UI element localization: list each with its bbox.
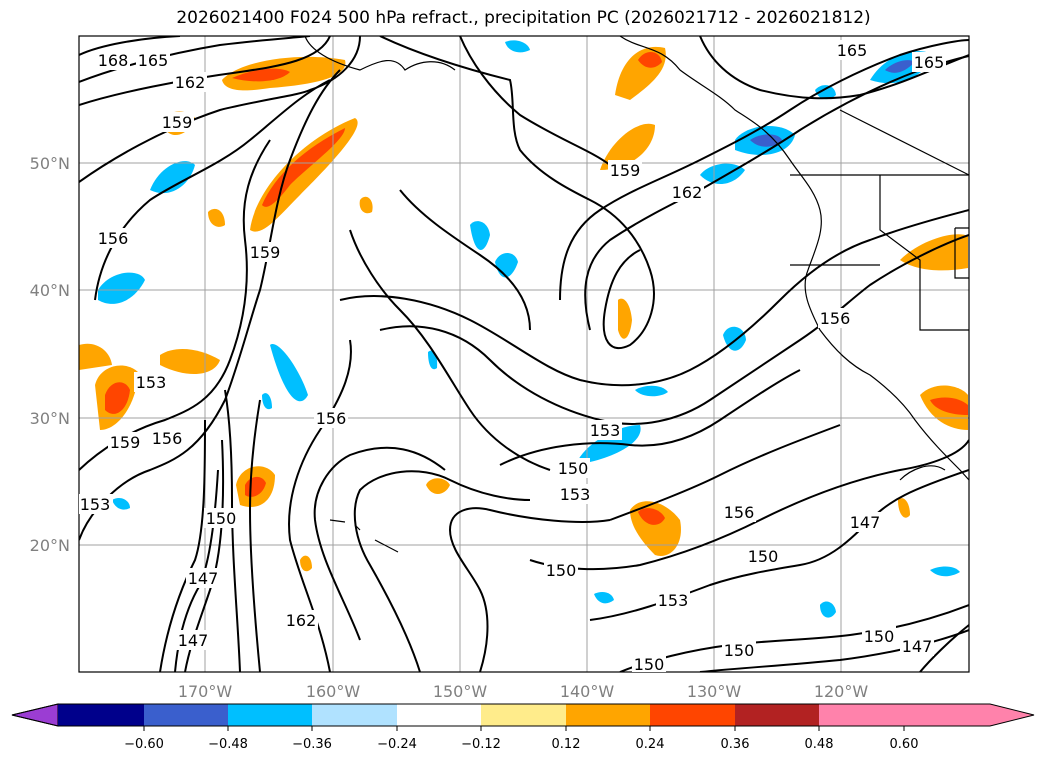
colorbar-swatch [650,704,735,726]
colorbar-max-extend [904,704,1034,726]
lon-label: 160°W [306,682,361,701]
colorbar-tick-label: 0.24 [636,737,665,752]
contour-label: 153 [136,373,167,392]
contour-label: 159 [162,113,193,132]
plot-frame [78,35,970,673]
contour-labels: 168 165 162 159 156 159 159 162 165 165 … [79,40,946,674]
lon-label: 170°W [178,682,233,701]
colorbar-ticks [143,726,905,731]
colorbar-tick-label: 0.12 [552,737,581,752]
lat-label: 50°N [30,154,70,173]
colorbar-swatch [397,704,481,726]
colorbar-swatch [735,704,819,726]
contour-label: 147 [850,513,881,532]
contour-label: 150 [558,459,589,478]
contour-label: 156 [152,429,183,448]
coastlines [304,36,969,553]
lon-label: 120°W [814,682,869,701]
map-title: 2026021400 F024 500 hPa refract., precip… [176,8,871,28]
contour-label: 159 [610,161,641,180]
lat-label: 30°N [30,409,70,428]
contour-label: 147 [902,637,933,656]
contour-label: 165 [837,41,868,60]
colorbar-swatch [312,704,397,726]
contour-label: 147 [178,631,209,650]
colorbar-tick-label: −0.12 [461,737,501,752]
colorbar-tick-label: 0.36 [721,737,750,752]
contour-label: 150 [864,627,895,646]
latitude-labels: 50°N 40°N 30°N 20°N [30,154,70,555]
contour-label: 153 [658,591,689,610]
contour-label: 168 [98,51,129,70]
contour-label: 159 [250,243,281,262]
colorbar-tick-label: −0.48 [208,737,248,752]
lat-label: 40°N [30,281,70,300]
contour-label: 162 [175,73,206,92]
colorbar-swatch [228,704,312,726]
longitude-labels: 170°W 160°W 150°W 140°W 130°W 120°W [178,682,869,701]
plot-area [79,36,969,672]
contour-label: 153 [80,495,111,514]
colorbar-tick-label: 0.48 [805,737,834,752]
contour-label: 153 [560,485,591,504]
lat-label: 20°N [30,536,70,555]
contour-label: 159 [110,433,141,452]
contour-label: 165 [914,53,945,72]
colorbar-min-extend [11,703,59,727]
colorbar-tick-label: 0.60 [890,737,919,752]
lon-label: 150°W [433,682,488,701]
contour-label: 156 [98,229,129,248]
colorbar-tick-label: −0.36 [292,737,332,752]
contour-label: 150 [634,655,665,674]
colorbar-swatch [819,704,904,726]
contour-label: 156 [316,409,347,428]
contour-label: 162 [672,183,703,202]
colorbar: −0.60 −0.48 −0.36 −0.24 −0.12 0.12 0.24 … [11,703,1035,752]
colorbar-swatch [144,704,228,726]
lon-label: 130°W [687,682,742,701]
contour-label: 156 [724,503,755,522]
lon-label: 140°W [560,682,615,701]
contour-label: 156 [820,309,851,328]
contour-label: 147 [188,569,219,588]
contour-label: 150 [748,547,779,566]
colorbar-swatch [481,704,566,726]
contour-label: 165 [138,51,169,70]
contour-label: 162 [286,611,317,630]
colorbar-swatch [566,704,650,726]
colorbar-swatch [58,704,144,726]
contour-label: 153 [590,421,621,440]
contour-label: 150 [724,641,755,660]
colorbar-tick-label: −0.24 [377,737,417,752]
contour-label: 150 [206,509,237,528]
contour-label: 150 [546,561,577,580]
colorbar-tick-label: −0.60 [124,737,164,752]
